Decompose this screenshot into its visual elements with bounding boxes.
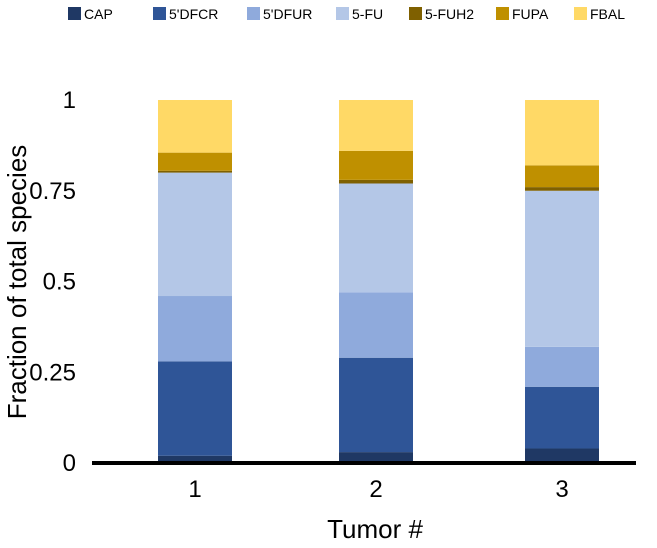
- legend-swatch-5-dfcr: [153, 7, 166, 20]
- y-tick-label: 0.25: [29, 359, 76, 386]
- legend: CAP 5'DFCR 5'DFUR 5-FU 5-FUH2 FUPA FBAL: [68, 6, 625, 22]
- legend-label-fbal: FBAL: [590, 6, 625, 22]
- x-axis-title: Tumor #: [327, 514, 423, 544]
- legend-label-5-fu: 5-FU: [352, 6, 383, 22]
- legend-swatch-5-fu: [336, 7, 349, 20]
- x-tick-label: 1: [188, 476, 201, 503]
- bar-tumor-1-cap: [158, 455, 232, 463]
- bar-tumor-3-5-dfur: [525, 346, 599, 387]
- x-tick-label: 3: [555, 476, 568, 503]
- bar-tumor-1-5-fuh2: [158, 170, 232, 173]
- bar-tumor-2-5-fu: [339, 183, 413, 293]
- bar-tumor-3-cap: [525, 448, 599, 463]
- y-tick-label: 0.5: [43, 269, 76, 296]
- x-axis-ticks: 1 2 3: [188, 476, 568, 503]
- x-tick-label: 2: [369, 476, 382, 503]
- bar-tumor-3-5-dfcr: [525, 386, 599, 449]
- y-tick-label: 0.75: [29, 178, 76, 205]
- legend-label-cap: CAP: [84, 6, 113, 22]
- y-tick-label: 0: [63, 450, 76, 477]
- bar-tumor-1-5-fu: [158, 172, 232, 297]
- bar-tumor-1-5-dfur: [158, 296, 232, 362]
- bar-tumor-2-cap: [339, 452, 413, 463]
- legend-swatch-fupa: [496, 7, 509, 20]
- bar-tumor-2-5-dfur: [339, 292, 413, 358]
- legend-label-5-dfcr: 5'DFCR: [169, 6, 218, 22]
- bar-tumor-2-fupa: [339, 150, 413, 180]
- bar-tumor-1-fbal: [158, 100, 232, 153]
- legend-swatch-5-fuh2: [409, 7, 422, 20]
- y-tick-label: 1: [63, 87, 76, 114]
- bar-tumor-2-fbal: [339, 100, 413, 151]
- legend-label-5-dfur: 5'DFUR: [263, 6, 312, 22]
- bar-tumor-3-fupa: [525, 165, 599, 188]
- legend-swatch-5-dfur: [247, 7, 260, 20]
- bar-tumor-3-5-fuh2: [525, 187, 599, 191]
- bar-tumor-2-5-dfcr: [339, 357, 413, 453]
- bar-tumor-3-5-fu: [525, 190, 599, 347]
- bar-tumor-1-fupa: [158, 152, 232, 171]
- y-axis-title: Fraction of total species: [2, 145, 32, 420]
- bar-tumor-1-5-dfcr: [158, 361, 232, 456]
- bar-tumor-2-5-fuh2: [339, 179, 413, 184]
- legend-swatch-fbal: [574, 7, 587, 20]
- y-axis-ticks: 0 0.25 0.5 0.75 1: [29, 87, 76, 477]
- legend-swatch-cap: [68, 7, 81, 20]
- bars: [158, 100, 599, 463]
- bar-tumor-3-fbal: [525, 100, 599, 166]
- legend-label-5-fuh2: 5-FUH2: [425, 6, 474, 22]
- legend-label-fupa: FUPA: [512, 6, 549, 22]
